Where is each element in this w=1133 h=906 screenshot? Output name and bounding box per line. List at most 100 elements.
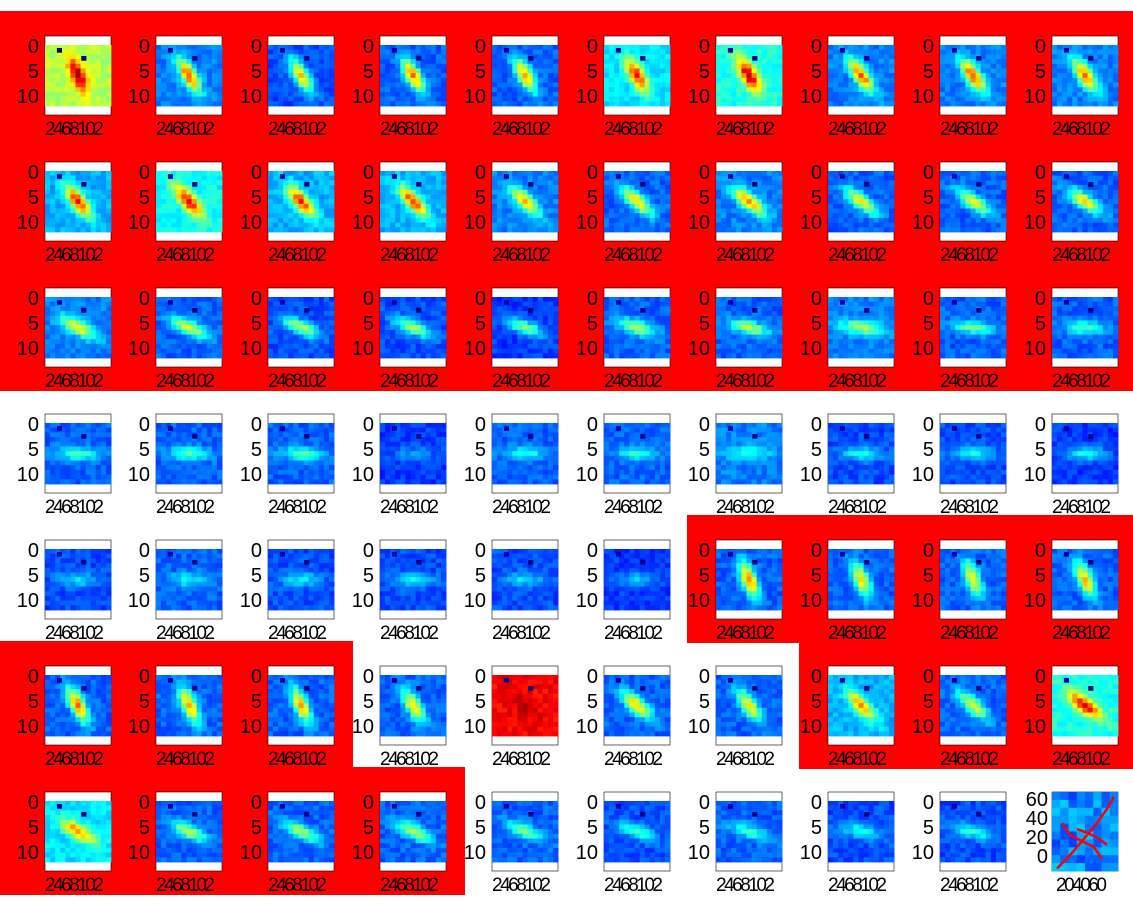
heatmap-cell — [318, 306, 325, 312]
heatmap-cell — [45, 222, 51, 228]
heatmap-cell — [323, 301, 330, 307]
heatmap-cell — [838, 59, 844, 65]
heatmap-cell — [848, 329, 854, 335]
heatmap-cell — [1062, 91, 1068, 98]
heatmap-cell — [206, 208, 213, 214]
heatmap-cell — [181, 311, 187, 317]
heatmap-cell — [766, 227, 773, 233]
heatmap-cell — [435, 297, 442, 303]
heatmap-cell — [45, 306, 51, 312]
heatmap-cell — [440, 189, 447, 195]
heatmap-cell — [390, 315, 396, 321]
heatmap-cell — [196, 343, 203, 350]
heatmap-cell — [1052, 203, 1058, 209]
heatmap-cell — [400, 353, 406, 359]
heatmap-cell — [604, 73, 610, 79]
heatmap-cell — [542, 180, 549, 186]
heatmap-cell — [619, 73, 625, 79]
heatmap-cell — [965, 217, 971, 224]
heatmap-cell — [604, 175, 610, 181]
heatmap-cell — [970, 180, 976, 186]
heatmap-cell — [85, 325, 92, 331]
heatmap-cell — [950, 311, 956, 317]
heatmap-cell — [726, 194, 732, 200]
heatmap-cell — [318, 320, 325, 326]
heatmap-cell — [1067, 213, 1073, 219]
heatmap-cell — [609, 175, 615, 181]
heatmap-cell — [303, 334, 310, 340]
heatmap-cell — [873, 49, 880, 55]
heatmap-cell — [552, 96, 559, 102]
heatmap-cell — [293, 208, 299, 214]
heatmap-cell — [995, 311, 1002, 317]
heatmap-cell — [639, 334, 646, 340]
heatmap-cell — [308, 185, 315, 191]
heatmap-cell — [425, 353, 432, 359]
heatmap-cell — [206, 348, 213, 354]
heatmap-cell — [843, 329, 849, 335]
heatmap-cell — [868, 213, 875, 219]
heatmap-cell — [400, 185, 406, 191]
heatmap-cell — [1077, 213, 1083, 219]
heatmap-cell — [751, 311, 758, 317]
heatmap-cell — [1077, 171, 1083, 177]
heatmap-cell — [405, 189, 411, 195]
heatmap-cell — [771, 91, 778, 98]
heatmap-cell — [410, 199, 416, 205]
heatmap-cell — [776, 306, 783, 312]
heatmap-cell — [527, 301, 534, 307]
heatmap-cell — [873, 353, 880, 359]
heatmap-cell — [390, 334, 396, 340]
heatmap-cell — [604, 189, 610, 195]
heatmap-cell — [853, 353, 859, 359]
heatmap-cell — [390, 87, 396, 93]
heatmap-cell — [415, 91, 422, 98]
heatmap-cell — [502, 227, 508, 233]
heatmap-cell — [853, 171, 859, 177]
heatmap-cell — [156, 227, 162, 233]
heatmap-cell — [736, 348, 742, 354]
heatmap-cell — [1107, 199, 1114, 205]
heatmap-cell — [537, 180, 544, 186]
heatmap-cell — [1057, 194, 1063, 200]
heatmap-cell — [980, 175, 987, 181]
heatmap-cell — [552, 334, 559, 340]
heatmap-cell — [838, 227, 844, 233]
heatmap-cell — [425, 180, 432, 186]
heatmap-cell — [318, 49, 325, 55]
heatmap-cell — [888, 87, 895, 93]
heatmap-cell — [644, 77, 651, 83]
heatmap-cell — [1077, 199, 1083, 205]
heatmap-cell — [55, 63, 61, 69]
heatmap-cell — [328, 334, 335, 340]
heatmap-cell — [995, 91, 1002, 98]
heatmap-cell — [430, 59, 437, 65]
heatmap-cell — [838, 203, 844, 209]
heatmap-cell — [527, 77, 534, 83]
heatmap-cell — [288, 171, 294, 177]
heatmap-cell — [283, 329, 289, 335]
heatmap-cell — [380, 194, 386, 200]
heatmap-cell — [181, 208, 187, 214]
heatmap-cell — [288, 297, 294, 303]
heatmap-cell — [425, 59, 432, 65]
heatmap-cell — [313, 180, 320, 186]
heatmap-cell — [395, 343, 401, 350]
heatmap-cell — [1052, 171, 1058, 177]
heatmap-cell — [1102, 63, 1109, 69]
heatmap-cell — [522, 87, 528, 93]
heatmap-cell — [1052, 185, 1058, 191]
dark-pixel — [1088, 182, 1094, 187]
heatmap-cell — [1000, 171, 1007, 177]
heatmap-cell — [863, 63, 870, 69]
heatmap-cell — [497, 203, 503, 209]
heatmap-cell — [196, 45, 203, 51]
heatmap-cell — [980, 297, 987, 303]
heatmap-cell — [776, 180, 783, 186]
heatmap-cell — [507, 213, 513, 219]
heatmap-cell — [186, 171, 192, 177]
heatmap-cell — [766, 87, 773, 93]
heatmap-cell — [100, 301, 107, 307]
heatmap-cell — [328, 297, 335, 303]
heatmap-cell — [527, 203, 534, 209]
